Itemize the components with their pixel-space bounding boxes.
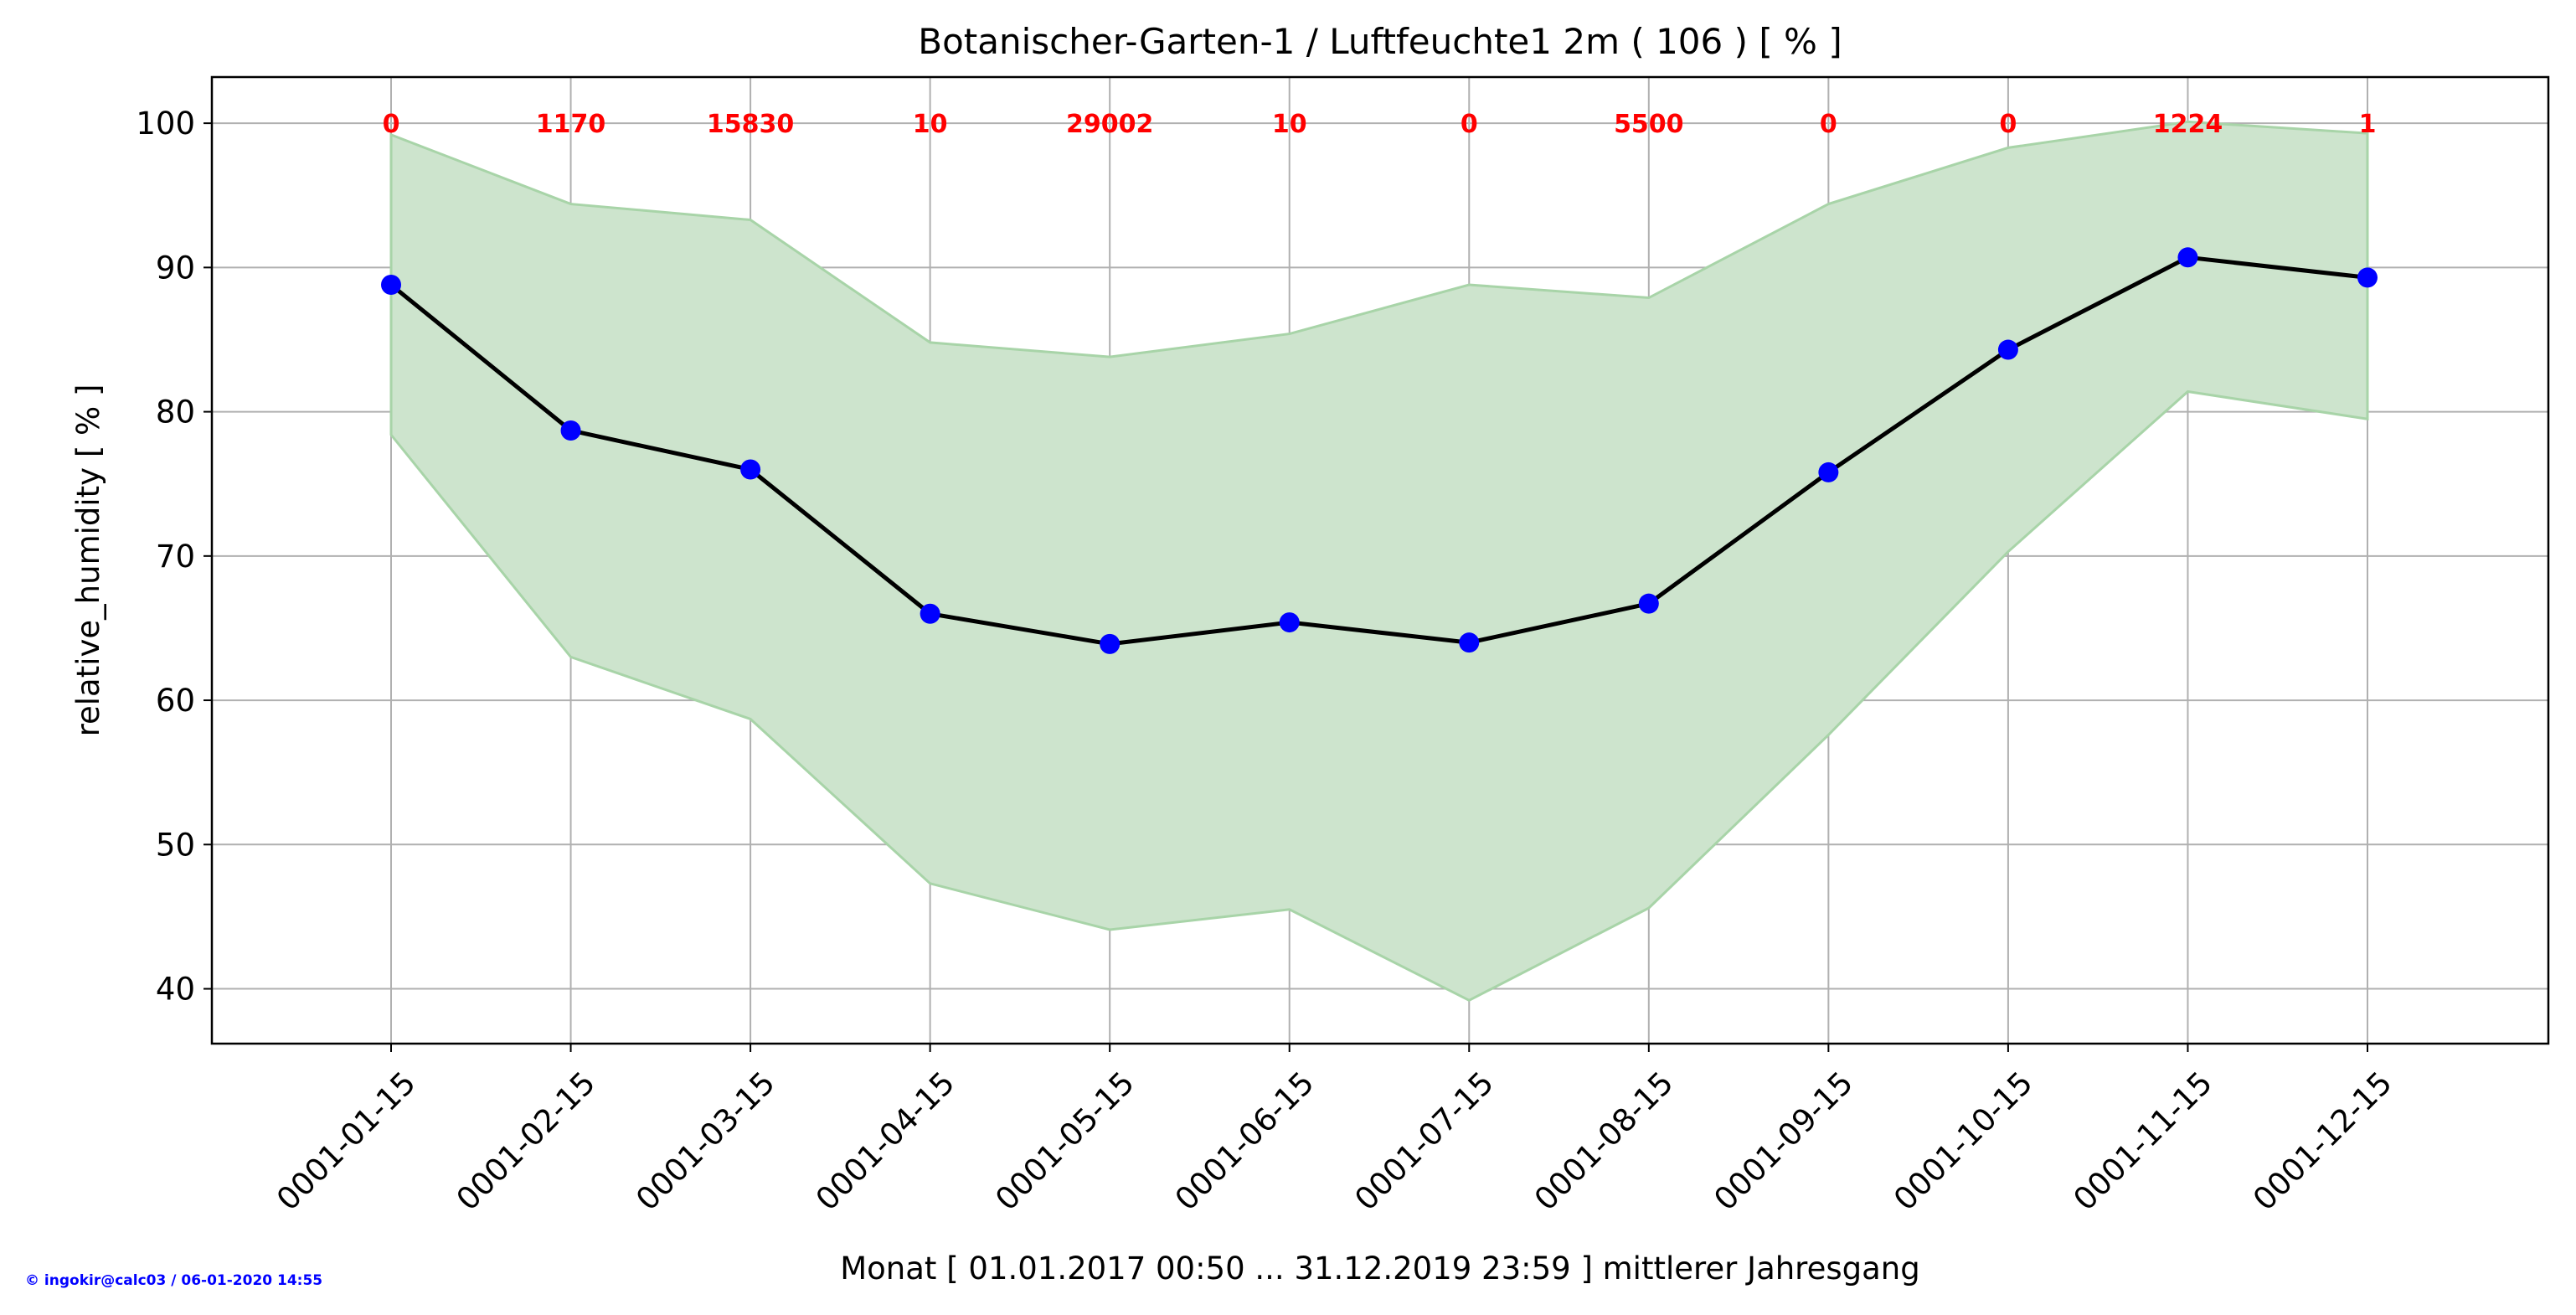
mean-point xyxy=(920,603,940,624)
mean-point xyxy=(1279,612,1300,633)
count-annotation: 10 xyxy=(913,110,948,139)
count-annotation: 0 xyxy=(1461,110,1478,139)
mean-point xyxy=(1638,593,1659,614)
x-axis-label: Monat [ 01.01.2017 00:50 ... 31.12.2019 … xyxy=(840,1251,1919,1287)
count-annotation: 1 xyxy=(2359,110,2377,139)
mean-point xyxy=(1459,632,1480,653)
min-max-band xyxy=(389,120,2369,1003)
axes-frame xyxy=(210,75,2550,1045)
count-annotations: 0 1170 15830 10 29002 10 0 5500 0 0 1224 1 xyxy=(383,110,2377,139)
range-band xyxy=(389,120,2369,1003)
count-annotation: 1170 xyxy=(536,110,606,139)
mean-point xyxy=(740,459,761,480)
count-annotation: 0 xyxy=(1999,110,2017,139)
count-annotation: 1224 xyxy=(2153,110,2223,139)
mean-point xyxy=(1100,633,1121,654)
y-axis-label: relative_humidity [ % ] xyxy=(70,384,106,737)
count-annotation: 0 xyxy=(1820,110,1837,139)
count-annotation: 5500 xyxy=(1614,110,1684,139)
y-tick-label: 80 xyxy=(156,394,195,431)
mean-point xyxy=(1997,339,2018,360)
mean-point xyxy=(2177,247,2198,268)
count-annotation: 10 xyxy=(1272,110,1307,139)
chart-title: Botanischer-Garten-1 / Luftfeuchte1 2m (… xyxy=(918,21,1842,62)
count-annotation: 29002 xyxy=(1066,110,1153,139)
count-annotation: 15830 xyxy=(707,110,794,139)
y-tick-label: 70 xyxy=(156,539,195,575)
mean-point xyxy=(1818,462,1839,482)
y-tick-label: 90 xyxy=(156,250,195,286)
y-tick-label: 100 xyxy=(136,106,195,142)
mean-point xyxy=(381,275,401,296)
mean-point xyxy=(2357,267,2378,288)
mean-point xyxy=(560,420,581,441)
y-tick-label: 40 xyxy=(156,972,195,1008)
count-annotation: 0 xyxy=(383,110,400,139)
y-tick-label: 60 xyxy=(156,683,195,719)
mean-series xyxy=(381,247,2378,654)
credit-text: © ingokir@calc03 / 06-01-2020 14:55 xyxy=(25,1272,322,1289)
y-tick-label: 50 xyxy=(156,827,195,863)
mean-line xyxy=(389,255,2368,647)
y-axis-ticks: 40 50 60 70 80 90 100 xyxy=(136,106,212,1008)
